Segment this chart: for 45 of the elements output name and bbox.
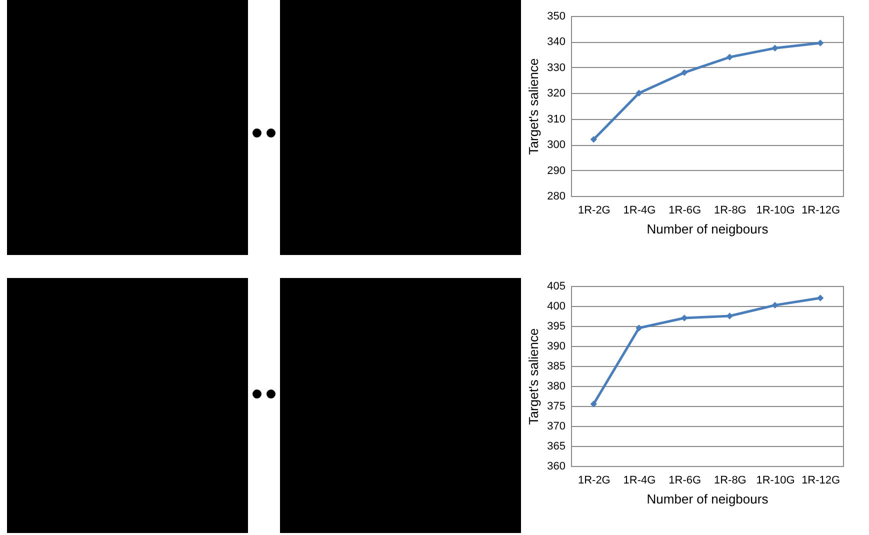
x-tick-label: 1R-6G [668, 474, 702, 486]
point [772, 302, 778, 309]
point [590, 400, 598, 408]
y-tick-label: 320 [547, 88, 566, 100]
x-axis-title: Number of neigbours [646, 492, 769, 506]
y-tick-label: 330 [547, 62, 566, 74]
y-tick-label: 390 [547, 340, 566, 352]
y-tick-label: 400 [547, 300, 566, 312]
point [816, 294, 824, 302]
y-tick-label: 395 [547, 320, 566, 332]
y-tick-label: 370 [547, 420, 566, 432]
y-tick-label: 290 [547, 164, 566, 177]
point [772, 44, 778, 52]
x-tick-label: 1R-10G [756, 474, 795, 486]
x-tick-label: 1R-2G [578, 474, 610, 486]
x-tick-label: 1R-10G [756, 204, 795, 216]
x-tick-label: 1R-6G [668, 204, 702, 216]
y-tick-label: 350 [547, 10, 566, 22]
y-tick-label: 380 [547, 380, 566, 392]
point [680, 314, 688, 322]
x-tick-label: 1R-8G [714, 474, 746, 486]
y-tick-label: 300 [547, 139, 566, 152]
y-axis-title: Target's salience [526, 328, 542, 425]
y-tick-label: 405 [547, 280, 566, 292]
y-tick-label: 340 [547, 36, 566, 48]
x-tick-label: 1R-4G [623, 204, 656, 216]
x-tick-label: 1R-12G [802, 204, 840, 216]
y-tick-label: 385 [547, 360, 566, 372]
point [726, 312, 734, 320]
point [726, 54, 734, 60]
y-tick-label: 360 [547, 460, 566, 472]
y-tick-label: 280 [547, 190, 566, 202]
y-tick-label: 310 [547, 113, 566, 126]
x-tick-label: 1R-2G [578, 204, 610, 216]
y-tick-label: 365 [547, 440, 566, 452]
point [680, 69, 688, 76]
point [636, 90, 642, 96]
point [590, 136, 598, 143]
y-tick-label: 375 [547, 400, 566, 412]
point [636, 324, 642, 332]
y-axis-title: Target's salience [526, 58, 542, 155]
x-tick-label: 1R-8G [714, 204, 746, 216]
x-tick-label: 1R-4G [623, 474, 656, 486]
x-tick-label: 1R-12G [802, 474, 840, 486]
x-axis-title: Number of neigbours [646, 222, 769, 236]
